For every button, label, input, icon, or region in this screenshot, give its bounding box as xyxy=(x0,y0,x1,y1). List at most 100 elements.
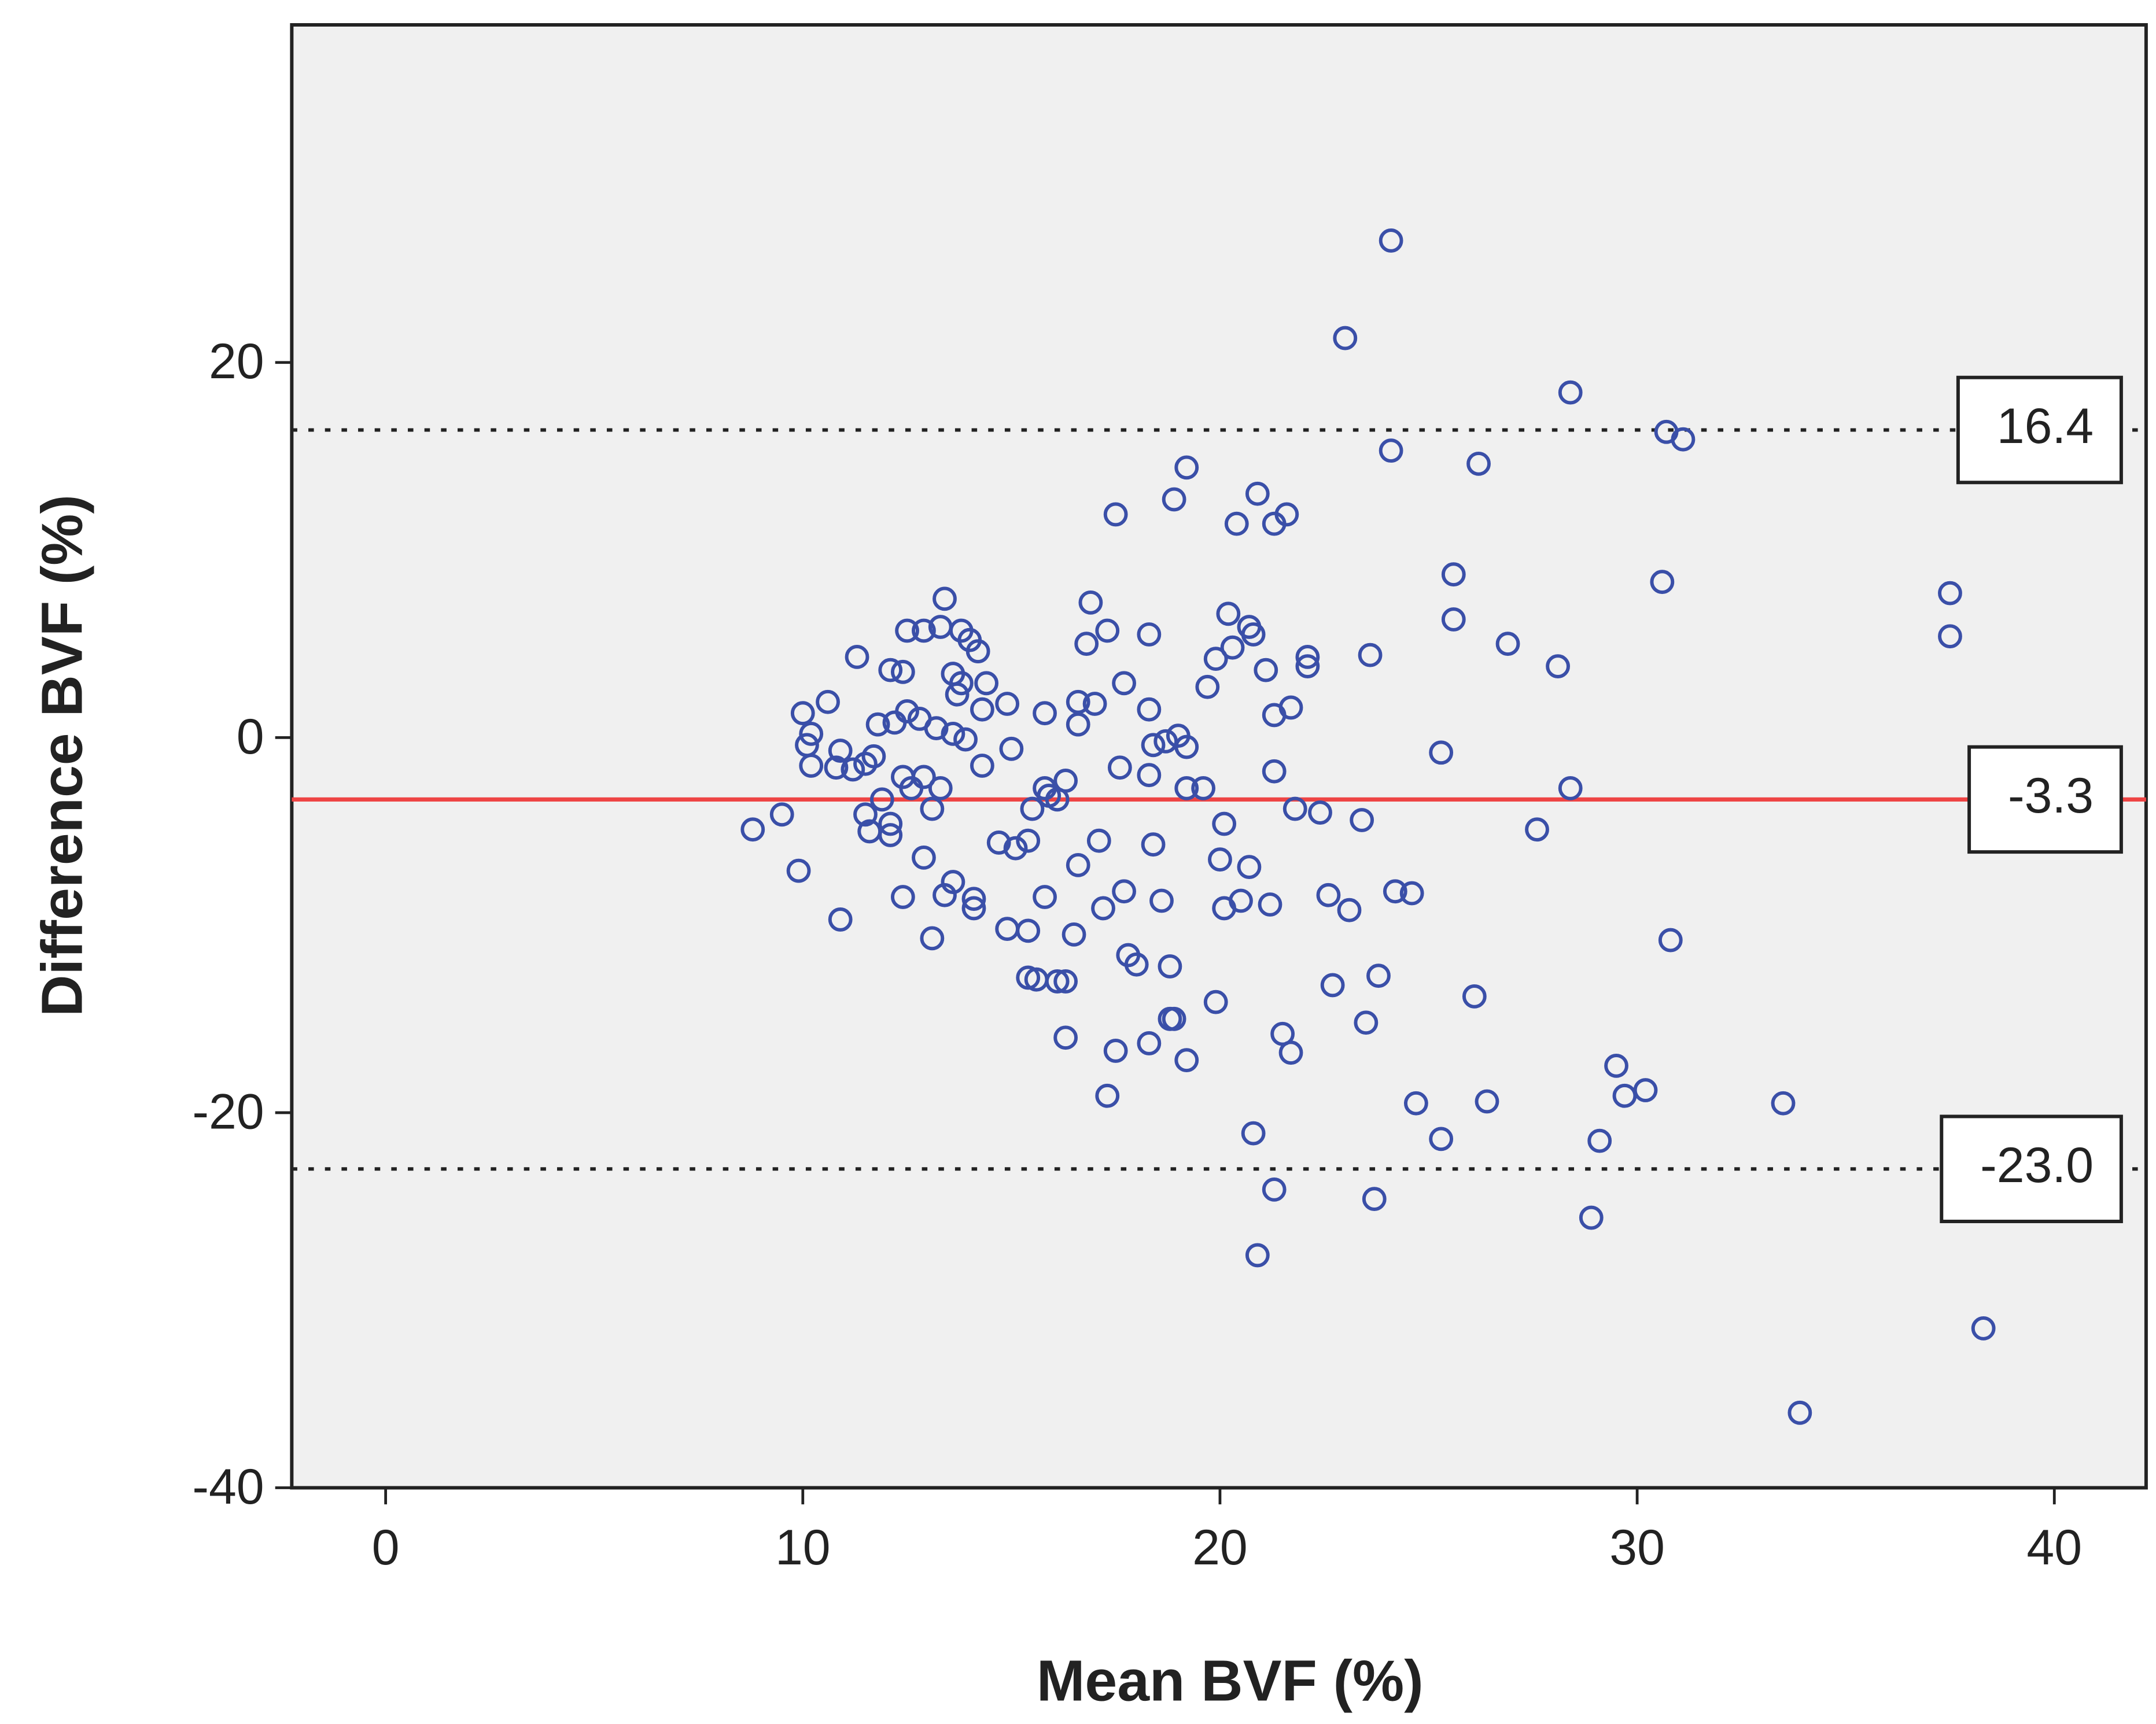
data-point xyxy=(828,907,853,932)
x-tick-label: 10 xyxy=(775,1520,831,1575)
data-point xyxy=(1587,1128,1612,1153)
data-point xyxy=(1033,885,1057,909)
data-point xyxy=(1203,647,1228,671)
data-point xyxy=(1149,888,1174,913)
data-point xyxy=(1495,632,1520,656)
data-point xyxy=(1053,1025,1078,1050)
data-point xyxy=(890,659,915,684)
data-point xyxy=(824,755,849,780)
data-point xyxy=(1103,1039,1128,1063)
data-point xyxy=(1137,697,1162,722)
data-point xyxy=(740,817,765,842)
data-point xyxy=(790,701,815,726)
data-point xyxy=(882,710,907,735)
data-point xyxy=(961,896,986,921)
data-point xyxy=(1195,674,1220,699)
data-point xyxy=(1137,622,1162,647)
data-point xyxy=(1016,918,1041,943)
data-point xyxy=(1258,892,1282,917)
data-point xyxy=(799,754,824,778)
data-point xyxy=(1045,969,1070,994)
data-point xyxy=(816,689,840,714)
data-point xyxy=(1558,380,1583,405)
data-point xyxy=(1295,644,1320,669)
data-point xyxy=(1295,654,1320,679)
data-point xyxy=(1137,763,1162,788)
data-point xyxy=(1383,879,1407,904)
data-point xyxy=(845,644,869,669)
data-point xyxy=(1308,800,1332,825)
data-point xyxy=(1245,1243,1270,1268)
data-point xyxy=(1162,487,1186,512)
reference-label-box xyxy=(1967,745,2123,854)
reference-label-box xyxy=(1940,1114,2123,1223)
data-point xyxy=(878,658,903,682)
y-tick-label: -40 xyxy=(192,1459,264,1515)
data-point xyxy=(1262,1177,1287,1202)
data-point xyxy=(1399,881,1424,906)
data-point xyxy=(920,926,945,951)
data-point xyxy=(1278,1040,1303,1065)
data-point xyxy=(899,776,924,800)
data-point xyxy=(1016,828,1041,853)
data-point xyxy=(1082,692,1107,716)
data-point xyxy=(890,885,915,909)
data-point xyxy=(965,639,990,664)
data-point xyxy=(1429,740,1454,765)
data-point xyxy=(769,802,794,827)
data-point xyxy=(928,776,953,800)
data-point xyxy=(1379,228,1403,253)
data-point xyxy=(895,618,919,643)
data-point xyxy=(1095,618,1120,643)
data-point xyxy=(1245,481,1270,506)
data-point xyxy=(1086,828,1111,853)
plot-area xyxy=(290,23,2148,1490)
data-point xyxy=(1241,622,1266,647)
data-point xyxy=(1441,607,1466,632)
data-point xyxy=(1354,1010,1379,1035)
data-point xyxy=(1137,1031,1162,1055)
data-point xyxy=(1938,581,1962,606)
data-point xyxy=(1337,898,1362,922)
data-point xyxy=(1558,776,1583,800)
data-point xyxy=(1771,1091,1796,1116)
data-point xyxy=(1208,847,1232,872)
data-point xyxy=(841,757,865,782)
data-point xyxy=(1162,1006,1186,1031)
data-point xyxy=(1091,896,1115,921)
data-point xyxy=(1174,734,1199,759)
data-point xyxy=(869,787,894,812)
data-point xyxy=(1107,755,1132,780)
data-point xyxy=(1429,1127,1454,1151)
data-point xyxy=(1604,1053,1628,1078)
data-point xyxy=(1658,928,1683,953)
data-point xyxy=(1033,701,1057,726)
data-point xyxy=(1224,511,1249,536)
data-point xyxy=(853,802,878,827)
data-point xyxy=(1316,883,1341,907)
data-point xyxy=(828,739,853,763)
x-axis-title: Mean BVF (%) xyxy=(1037,1649,1424,1714)
data-point xyxy=(1212,811,1237,836)
data-point xyxy=(1095,1083,1120,1108)
data-point xyxy=(933,586,957,611)
data-point xyxy=(933,883,957,907)
data-point xyxy=(1216,601,1241,626)
data-point xyxy=(1971,1316,1996,1341)
x-tick-label: 0 xyxy=(372,1520,400,1575)
data-point xyxy=(1103,502,1128,527)
data-point xyxy=(1074,632,1099,656)
data-point xyxy=(1333,326,1358,350)
data-point xyxy=(1045,787,1070,812)
data-point xyxy=(1358,643,1383,667)
data-point xyxy=(945,682,970,707)
reference-label-box xyxy=(1956,375,2123,485)
data-point xyxy=(1366,963,1391,988)
data-point xyxy=(1124,952,1149,977)
data-point xyxy=(1525,817,1549,842)
data-point xyxy=(1282,796,1307,821)
reference-label: 16.4 xyxy=(1997,398,2094,454)
data-point xyxy=(1788,1400,1812,1425)
data-point xyxy=(970,697,994,722)
